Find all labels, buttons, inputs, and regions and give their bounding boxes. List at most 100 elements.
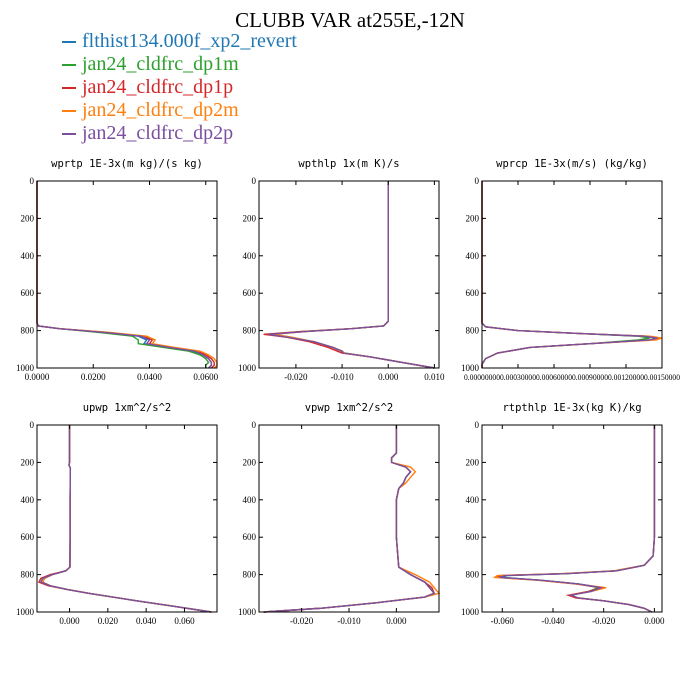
legend-item: jan24_cldfrc_dp2p	[62, 122, 297, 145]
legend: flthist134.000f_xp2_revert jan24_cldfrc_d…	[62, 30, 297, 145]
legend-item: jan24_cldfrc_dp1m	[62, 53, 297, 76]
legend-label: flthist134.000f_xp2_revert	[82, 30, 297, 52]
plot-frame	[258, 424, 440, 613]
x-tick-label: -0.020	[592, 616, 616, 626]
x-tick-label: -0.010	[337, 616, 361, 626]
legend-item: flthist134.000f_xp2_revert	[62, 30, 297, 53]
x-tick-label: 0.000	[644, 616, 665, 626]
series-line	[39, 425, 212, 613]
series-line	[499, 425, 656, 613]
x-tick-label: 0.000	[378, 372, 399, 382]
y-tick-label: 400	[21, 251, 35, 261]
x-tick-label: -0.040	[541, 616, 565, 626]
legend-label: jan24_cldfrc_dp2p	[82, 122, 234, 144]
plot-frame	[36, 180, 218, 369]
legend-swatch	[62, 87, 76, 90]
y-tick-label: 1000	[16, 363, 35, 373]
plot-frame	[258, 180, 440, 369]
series-line	[41, 425, 212, 613]
y-tick-label: 200	[466, 457, 480, 467]
y-tick-label: 200	[21, 457, 35, 467]
series-line	[36, 181, 215, 369]
x-tick-label: 0.040	[136, 616, 157, 626]
legend-item: jan24_cldfrc_dp2m	[62, 99, 297, 122]
y-tick-label: 400	[466, 495, 480, 505]
y-tick-label: 400	[243, 251, 257, 261]
y-tick-label: 800	[466, 326, 480, 336]
x-tick-label: 0.0400	[137, 372, 162, 382]
series-line	[36, 181, 213, 369]
legend-swatch	[62, 41, 76, 44]
series-line	[263, 425, 436, 613]
series-line	[263, 425, 441, 613]
y-tick-label: 600	[243, 288, 257, 298]
panel-title: upwp 1xm^2/s^2	[83, 402, 172, 414]
panel-title: wprcp 1E-3x(m/s) (kg/kg)	[496, 158, 648, 170]
series-line	[268, 181, 435, 369]
x-tick-label: 0.00060000	[536, 373, 572, 382]
y-tick-label: 400	[21, 495, 35, 505]
panel-1: wprtp 1E-3x(m kg)/(s kg) 0 200 400 600 800 100…	[16, 158, 219, 382]
series-line	[37, 425, 212, 613]
x-tick-label: 0.0600	[193, 372, 218, 382]
x-tick-label: 0.060	[174, 616, 195, 626]
x-tick-label: -0.010	[330, 372, 354, 382]
panel-title: wprtp 1E-3x(m kg)/(s kg)	[51, 158, 203, 170]
x-tick-label: -0.020	[290, 616, 314, 626]
y-tick-label: 800	[21, 570, 35, 580]
x-tick-label: 0.0000	[25, 372, 50, 382]
x-tick-label: 0.010	[424, 372, 445, 382]
legend-swatch	[62, 110, 76, 113]
y-tick-label: 600	[21, 532, 35, 542]
panel-title: rtpthlp 1E-3x(kg K)/kg	[502, 402, 641, 414]
series-line	[36, 181, 210, 368]
y-tick-label: 400	[243, 495, 257, 505]
x-tick-label: 0.00120000	[608, 373, 644, 382]
legend-label: jan24_cldfrc_dp1p	[82, 76, 234, 98]
plot-frame	[481, 424, 663, 613]
y-tick-label: 0	[252, 176, 257, 186]
y-tick-label: 600	[466, 532, 480, 542]
series-line	[263, 425, 436, 613]
panel-3: wprcp 1E-3x(m/s) (kg/kg) 0 200 400 600 800 100…	[461, 158, 680, 382]
legend-swatch	[62, 133, 76, 136]
y-tick-label: 600	[466, 288, 480, 298]
y-tick-label: 200	[243, 213, 257, 223]
panel-2: wpthlp 1x(m K)/s 0 200 400 600 800 1000 -0.020 -…	[238, 158, 445, 382]
plot-frame	[36, 424, 218, 613]
x-tick-label: -0.060	[491, 616, 515, 626]
x-tick-label: 0.000	[386, 616, 407, 626]
y-tick-label: 1000	[238, 607, 257, 617]
y-tick-label: 200	[466, 213, 480, 223]
y-tick-label: 1000	[461, 607, 480, 617]
series-line	[263, 425, 436, 613]
y-tick-label: 1000	[16, 607, 35, 617]
x-tick-label: 0.020	[98, 616, 119, 626]
legend-label: jan24_cldfrc_dp2m	[82, 99, 239, 121]
y-tick-label: 600	[21, 288, 35, 298]
x-tick-label: 0.0200	[81, 372, 106, 382]
series-line	[39, 425, 212, 613]
series-line	[36, 181, 213, 369]
panel-5: vpwp 1xm^2/s^2 0 200 400 600 800 1000 -0.020 -0.…	[238, 402, 441, 626]
x-tick-label: 0.00000000	[464, 373, 500, 382]
y-tick-label: 1000	[238, 363, 257, 373]
x-tick-label: 0.000	[59, 616, 80, 626]
figure-title: CLUBB VAR at255E,-12N	[235, 8, 465, 32]
y-tick-label: 200	[21, 213, 35, 223]
legend-item: jan24_cldfrc_dp1p	[62, 76, 297, 99]
y-tick-label: 800	[466, 570, 480, 580]
y-tick-label: 0	[475, 420, 480, 430]
y-tick-label: 0	[30, 176, 35, 186]
y-tick-label: 800	[21, 326, 35, 336]
series-line	[36, 181, 218, 369]
series-line	[41, 425, 212, 613]
y-tick-label: 0	[30, 420, 35, 430]
y-tick-label: 0	[252, 420, 257, 430]
x-tick-label: 0.00150000	[644, 373, 680, 382]
y-tick-label: 1000	[461, 363, 480, 373]
y-tick-label: 0	[475, 176, 480, 186]
x-tick-label: -0.020	[284, 372, 308, 382]
y-tick-label: 800	[243, 570, 257, 580]
